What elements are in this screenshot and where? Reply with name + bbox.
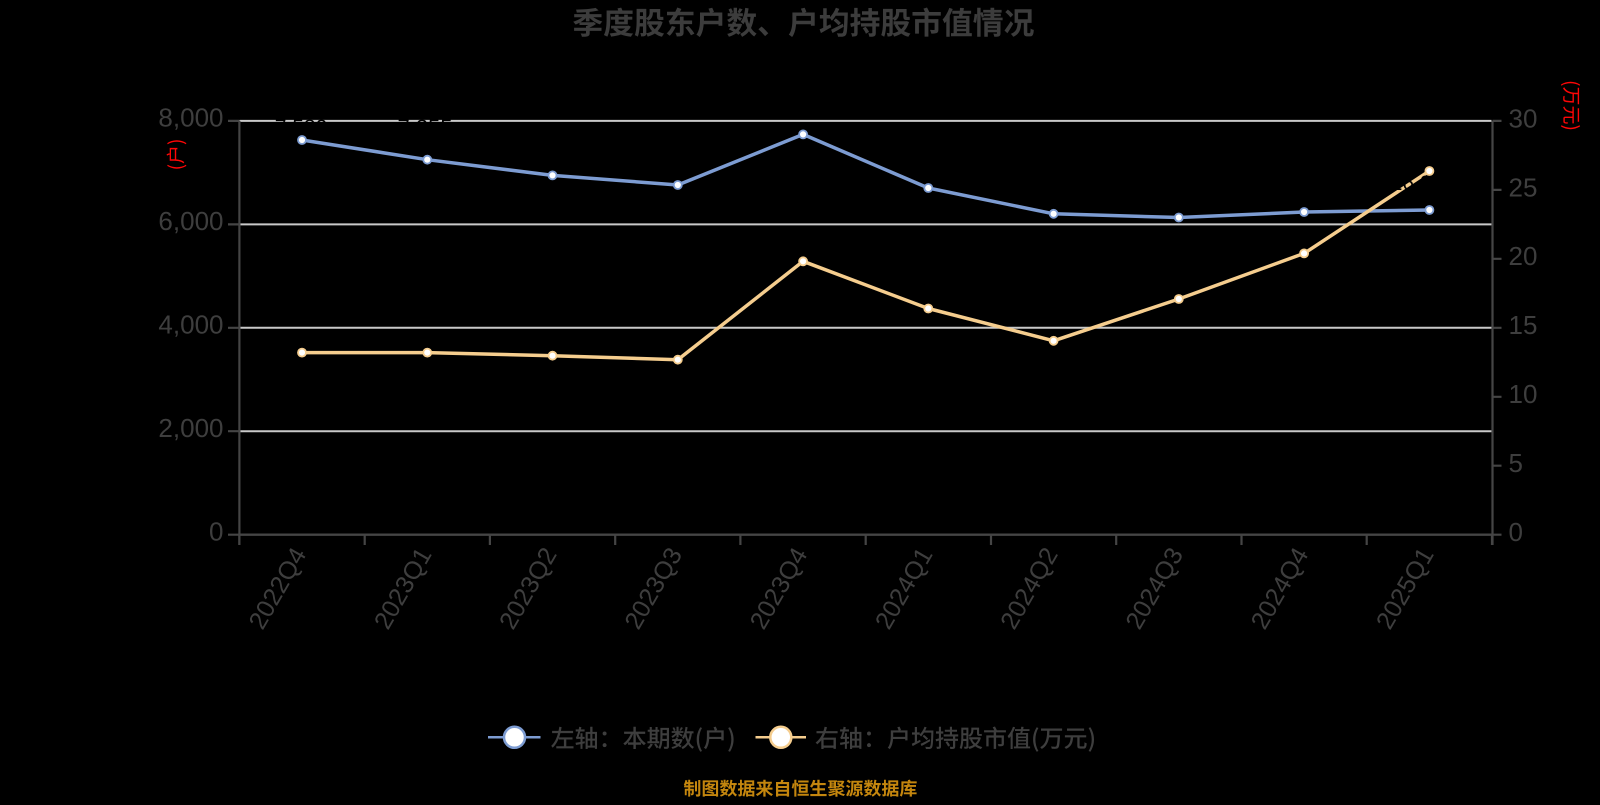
svg-text:7,255: 7,255	[397, 115, 452, 140]
svg-text:25: 25	[1509, 172, 1538, 202]
svg-text:26.28: 26.28	[1391, 172, 1444, 195]
svg-text:30: 30	[1509, 103, 1538, 133]
svg-text:8,000: 8,000	[158, 103, 223, 133]
svg-text:4,000: 4,000	[158, 310, 223, 340]
svg-text:5: 5	[1509, 448, 1523, 478]
svg-text:15: 15	[1509, 310, 1538, 340]
svg-text:7,580: 7,580	[275, 116, 328, 139]
svg-text:0: 0	[209, 517, 223, 547]
svg-text:2,000: 2,000	[158, 413, 223, 443]
svg-text:6,000: 6,000	[158, 206, 223, 236]
svg-text:20: 20	[1509, 241, 1538, 271]
svg-text:0: 0	[1509, 517, 1523, 547]
svg-text:10: 10	[1509, 379, 1538, 409]
